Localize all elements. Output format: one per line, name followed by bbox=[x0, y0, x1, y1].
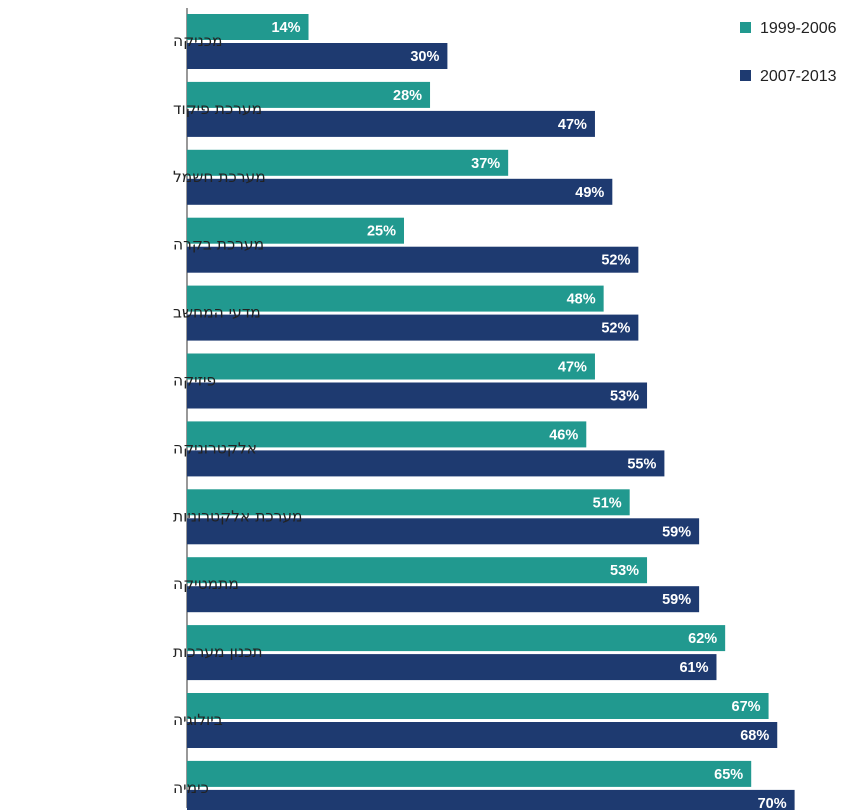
data-label: 52% bbox=[601, 321, 630, 337]
category-label: מערכת חשמל bbox=[173, 168, 266, 186]
data-label: 65% bbox=[714, 767, 743, 783]
category-labels: מכניקה מערכת פיקוד מערכת חשמל מערכת בקרה מדע… bbox=[173, 32, 303, 797]
data-label: 48% bbox=[567, 292, 596, 308]
bar-1999-2006-3 bbox=[187, 149, 509, 176]
bars-layer: 14% 30% 28% 47% 37% 49% 25% 52% 48% 52% 47% 53% 46% 5… bbox=[187, 14, 795, 810]
data-label: 70% bbox=[758, 796, 787, 810]
bar-2007-2013-1 bbox=[187, 43, 448, 69]
bar-1999-2006-2 bbox=[187, 81, 431, 108]
category-group: 67% 68% bbox=[187, 693, 778, 748]
bar-2007-2013-7 bbox=[187, 450, 665, 477]
bar-2007-2013-9 bbox=[187, 586, 700, 613]
legend: 1999-2006 2007-2013 bbox=[740, 20, 837, 85]
legend-label: 1999-2006 bbox=[760, 20, 837, 37]
data-label: 47% bbox=[558, 360, 587, 376]
category-label: פיזיקה bbox=[173, 372, 216, 390]
bar-2007-2013-3 bbox=[187, 178, 613, 205]
data-label: 68% bbox=[740, 728, 769, 744]
category-label: מערכת פיקוד bbox=[173, 100, 262, 118]
legend-label: 2007-2013 bbox=[760, 68, 837, 85]
legend-item: 1999-2006 bbox=[740, 20, 837, 37]
category-group: 37% 49% bbox=[187, 149, 613, 205]
category-label: מכניקה bbox=[173, 32, 223, 50]
data-label: 51% bbox=[593, 495, 622, 511]
bar-1999-2006-10 bbox=[187, 625, 726, 652]
bar-2007-2013-4 bbox=[187, 246, 639, 273]
bar-1999-2006-9 bbox=[187, 557, 648, 584]
data-label: 59% bbox=[662, 592, 691, 608]
bar-2007-2013-2 bbox=[187, 110, 595, 137]
legend-item: 2007-2013 bbox=[740, 68, 837, 85]
data-label: 62% bbox=[688, 631, 717, 647]
category-label: ביולוגיה bbox=[173, 711, 223, 729]
bar-2007-2013-10 bbox=[187, 654, 717, 681]
category-group: 46% 55% bbox=[187, 421, 665, 477]
data-label: 59% bbox=[662, 524, 691, 540]
bar-1999-2006-4 bbox=[187, 217, 404, 244]
bar-2007-2013-11 bbox=[187, 722, 778, 748]
data-label: 25% bbox=[367, 224, 396, 240]
data-label: 49% bbox=[575, 185, 604, 201]
bar-1999-2006-8 bbox=[187, 489, 630, 516]
bar-2007-2013-5 bbox=[187, 314, 639, 341]
category-group: 53% 59% bbox=[187, 557, 700, 613]
category-group: 62% 61% bbox=[187, 625, 726, 681]
legend-swatch bbox=[740, 70, 751, 81]
data-label: 30% bbox=[410, 49, 439, 65]
data-label: 55% bbox=[627, 456, 656, 472]
category-label: מתמטיקה bbox=[173, 575, 239, 593]
legend-swatch bbox=[740, 22, 751, 33]
bar-1999-2006-7 bbox=[187, 421, 587, 448]
data-label: 28% bbox=[393, 88, 422, 104]
category-group: 28% 47% bbox=[187, 81, 595, 137]
data-label: 47% bbox=[558, 117, 587, 133]
category-label: תכנון מערכות bbox=[173, 643, 263, 661]
category-label: מערכת בקרה bbox=[173, 236, 264, 254]
bar-1999-2006-11 bbox=[187, 693, 769, 719]
category-group: 25% 52% bbox=[187, 217, 639, 273]
data-label: 52% bbox=[601, 253, 630, 269]
category-label: אלקטרוניקה bbox=[173, 439, 257, 457]
data-label: 61% bbox=[679, 660, 708, 676]
data-label: 46% bbox=[549, 427, 578, 443]
bar-1999-2006-5 bbox=[187, 285, 604, 312]
bar-1999-2006-1 bbox=[187, 14, 309, 40]
data-label: 53% bbox=[610, 563, 639, 579]
data-label: 67% bbox=[732, 699, 761, 715]
bar-2007-2013-6 bbox=[187, 382, 648, 409]
bar-1999-2006-6 bbox=[187, 353, 595, 380]
category-group: 65% 70% bbox=[187, 760, 795, 810]
bar-1999-2006-12 bbox=[187, 760, 752, 787]
category-label: מדעי המחשב bbox=[173, 304, 261, 322]
bar-2007-2013-12 bbox=[187, 789, 795, 810]
category-group: 48% 52% bbox=[187, 285, 639, 341]
category-group: 51% 59% bbox=[187, 489, 700, 545]
data-label: 53% bbox=[610, 389, 639, 405]
data-label: 37% bbox=[471, 156, 500, 172]
category-group: 14% 30% bbox=[187, 14, 448, 69]
category-label: מערכת אלקטרוניות bbox=[173, 507, 303, 525]
bar-2007-2013-8 bbox=[187, 518, 700, 545]
category-label: כימיה bbox=[173, 779, 209, 797]
category-group: 47% 53% bbox=[187, 353, 648, 409]
data-label: 14% bbox=[271, 20, 300, 36]
